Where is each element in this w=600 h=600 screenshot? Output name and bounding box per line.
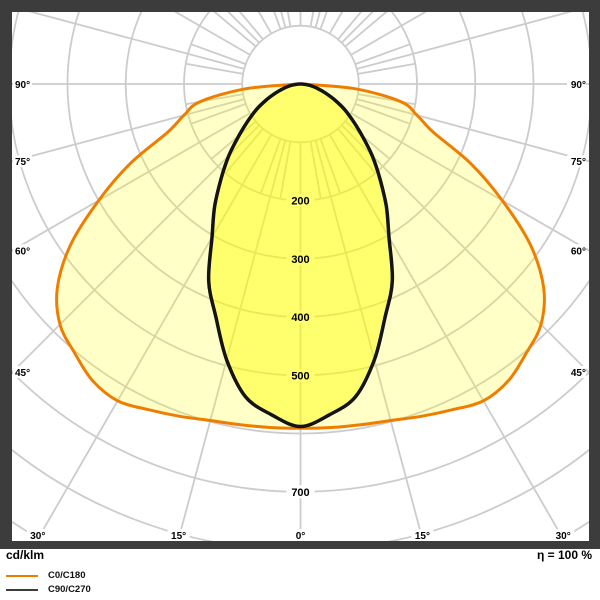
svg-text:700: 700 (291, 487, 309, 499)
svg-text:90°: 90° (15, 80, 30, 91)
svg-text:30°: 30° (30, 531, 45, 542)
svg-text:300: 300 (291, 254, 309, 266)
svg-text:75°: 75° (571, 157, 586, 168)
svg-text:0°: 0° (296, 531, 306, 542)
efficiency-value: η = 100 % (536, 548, 592, 562)
svg-text:500: 500 (291, 370, 309, 382)
svg-text:60°: 60° (571, 246, 586, 257)
legend: C0/C180 C90/C270 (6, 569, 91, 597)
legend-item-c90-c270: C90/C270 (6, 583, 91, 597)
svg-text:15°: 15° (171, 531, 186, 542)
legend-line-c90-c270-swatch (6, 589, 38, 591)
legend-item-c0-c180: C0/C180 (6, 569, 91, 583)
legend-line-c0-c180-swatch (6, 575, 38, 577)
svg-text:60°: 60° (15, 246, 30, 257)
svg-text:15°: 15° (415, 531, 430, 542)
svg-text:90°: 90° (571, 80, 586, 91)
svg-text:45°: 45° (15, 368, 30, 379)
svg-text:45°: 45° (571, 368, 586, 379)
svg-text:400: 400 (291, 312, 309, 324)
svg-text:200: 200 (291, 196, 309, 208)
svg-text:75°: 75° (15, 157, 30, 168)
unit-label: cd/klm (6, 548, 45, 562)
legend-label-c0-c180: C0/C180 (48, 570, 86, 581)
svg-text:30°: 30° (556, 531, 571, 542)
legend-label-c90-c270: C90/C270 (48, 584, 91, 595)
